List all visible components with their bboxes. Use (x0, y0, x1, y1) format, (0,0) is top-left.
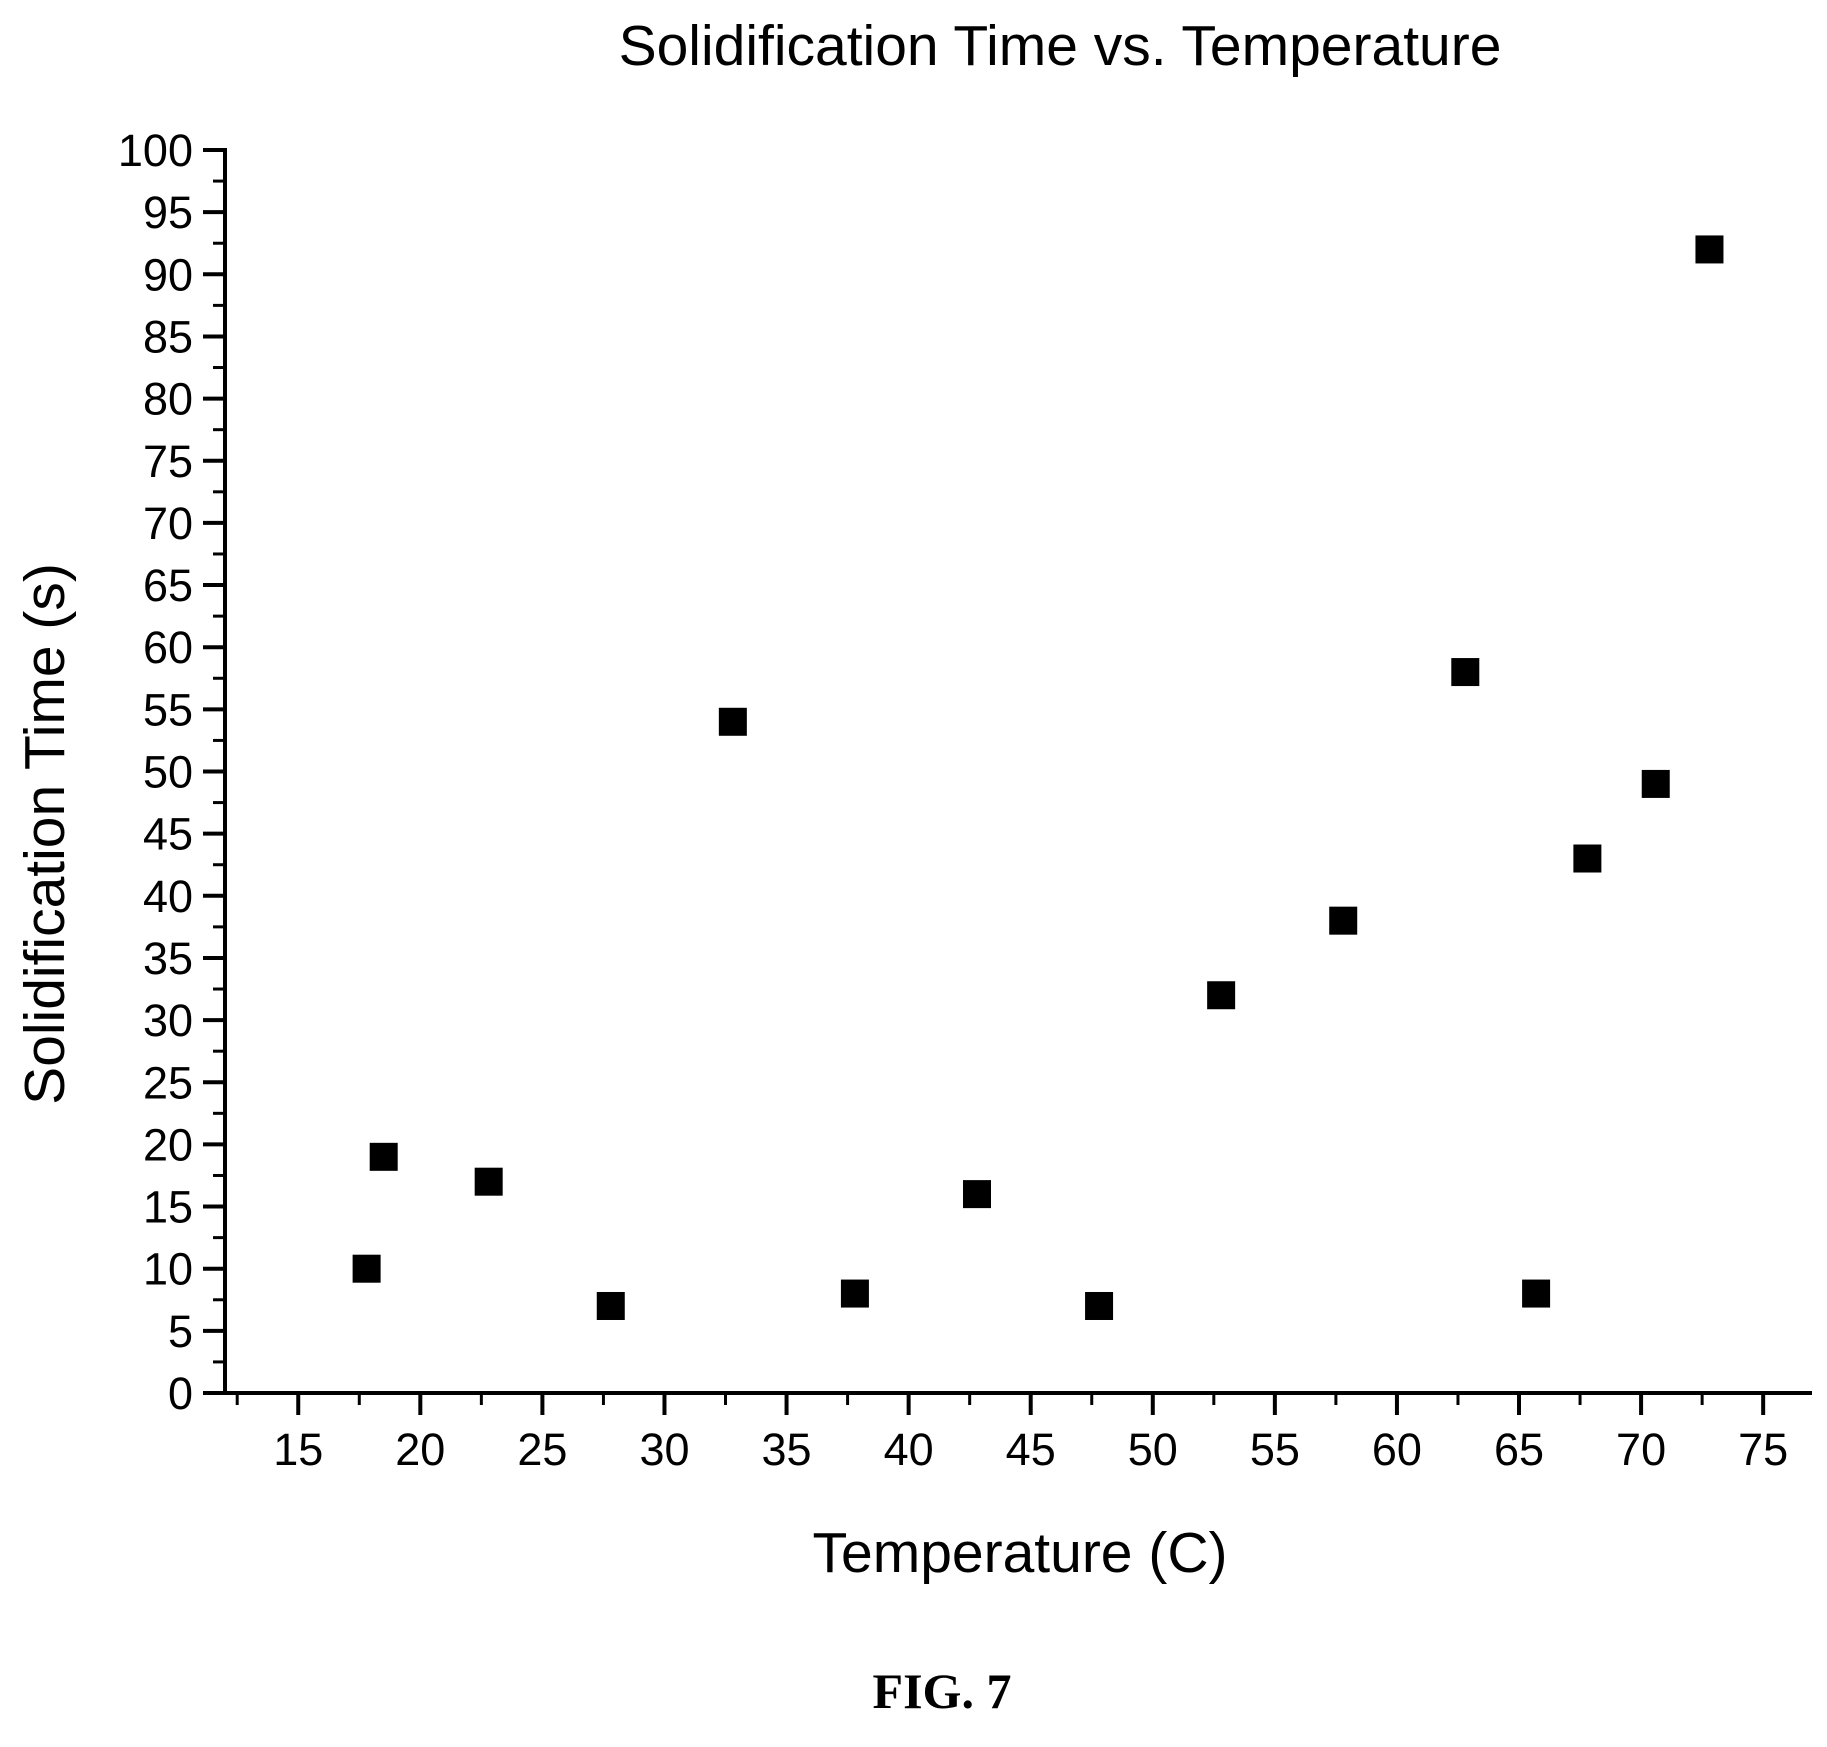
data-point-marker (1451, 658, 1480, 687)
data-point-marker (1085, 1291, 1114, 1320)
x-tick-label: 20 (395, 1424, 445, 1475)
chart-title: Solidification Time vs. Temperature (619, 14, 1502, 78)
y-tick-label: 65 (143, 560, 193, 611)
data-point-marker (1641, 769, 1670, 798)
y-tick-label: 0 (168, 1368, 193, 1419)
y-tick-label: 85 (143, 311, 193, 362)
data-point-marker (1573, 844, 1602, 873)
y-tick-label: 30 (143, 995, 193, 1046)
data-point-marker (718, 707, 747, 736)
x-tick-label: 60 (1372, 1424, 1422, 1475)
data-point-marker (1695, 235, 1724, 264)
data-point-marker (352, 1254, 381, 1283)
y-tick-label: 60 (143, 622, 193, 673)
x-tick-label: 65 (1494, 1424, 1544, 1475)
y-tick-label: 40 (143, 871, 193, 922)
data-point-marker (840, 1279, 869, 1308)
data-point-marker (596, 1291, 625, 1320)
x-tick-label: 30 (639, 1424, 689, 1475)
y-axis-label: Solidification Time (s) (13, 563, 77, 1105)
y-tick-label: 10 (143, 1244, 193, 1295)
y-tick-label: 5 (168, 1306, 193, 1357)
y-tick-label: 95 (143, 187, 193, 238)
x-axis-label: Temperature (C) (813, 1521, 1228, 1585)
y-axis-ticks: 0 5 10 15 20 25 30 35 40 45 50 55 60 65 70 75 80 85 90 95 10… (118, 125, 225, 1419)
y-tick-label: 15 (143, 1182, 193, 1233)
data-point-marker (369, 1142, 398, 1171)
y-tick-label: 55 (143, 684, 193, 735)
plot-area: 0 5 10 15 20 25 30 35 40 45 50 55 60 65 70 75 80 85 90 95 10… (118, 125, 1812, 1475)
data-point-marker (1207, 981, 1236, 1010)
y-tick-label: 25 (143, 1057, 193, 1108)
x-tick-label: 55 (1250, 1424, 1300, 1475)
data-markers (352, 235, 1724, 1320)
y-tick-label: 45 (143, 809, 193, 860)
x-tick-label: 75 (1738, 1424, 1788, 1475)
figure-caption: FIG. 7 (873, 1663, 1012, 1719)
y-tick-label: 70 (143, 498, 193, 549)
data-point-marker (962, 1180, 991, 1209)
x-tick-label: 45 (1006, 1424, 1056, 1475)
y-tick-label: 35 (143, 933, 193, 984)
y-tick-label: 20 (143, 1119, 193, 1170)
y-tick-label: 100 (118, 125, 193, 176)
y-tick-label: 80 (143, 374, 193, 425)
x-tick-label: 25 (517, 1424, 567, 1475)
data-point-marker (474, 1167, 503, 1196)
x-tick-label: 40 (884, 1424, 934, 1475)
y-tick-label: 75 (143, 436, 193, 487)
x-tick-label: 50 (1128, 1424, 1178, 1475)
y-tick-label: 50 (143, 747, 193, 798)
data-point-marker (1329, 906, 1358, 935)
x-tick-label: 70 (1616, 1424, 1666, 1475)
x-axis-ticks: 15 20 25 30 35 40 45 50 55 60 65 70 75 (235, 1393, 1788, 1475)
data-point-marker (1522, 1279, 1551, 1308)
x-tick-label: 15 (273, 1424, 323, 1475)
x-tick-label: 35 (762, 1424, 812, 1475)
y-tick-label: 90 (143, 249, 193, 300)
